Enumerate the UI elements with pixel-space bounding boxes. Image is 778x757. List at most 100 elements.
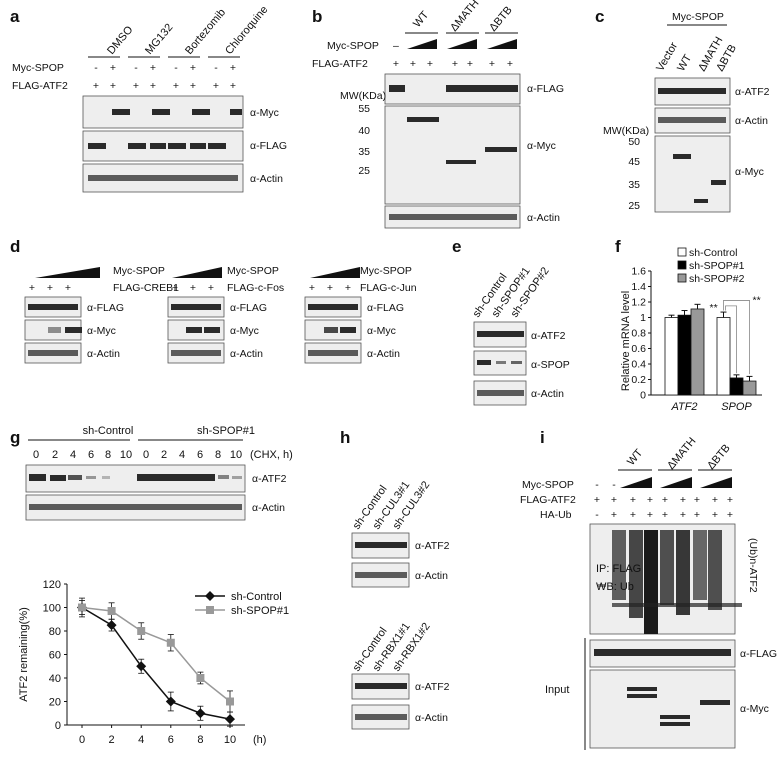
d-plus-1-1: +: [190, 282, 196, 294]
c-lane-wt: WT: [675, 52, 694, 73]
a-sign-myc-5: +: [190, 62, 196, 74]
c-mw-title: MW(KDa): [603, 125, 649, 137]
h-antibody-actin-top: α-Actin: [415, 570, 448, 582]
a-sign-flag-7: +: [230, 80, 236, 92]
g-time-1: 2: [52, 449, 58, 461]
g-point-1-3: [166, 638, 175, 647]
i-wedge-wt: [620, 477, 652, 488]
b-antibody-actin: α-Actin: [527, 212, 560, 224]
i-sign-flag-3: +: [647, 494, 653, 506]
c-mw-35: 35: [628, 179, 640, 191]
panel-i-label: i: [540, 428, 545, 447]
g-group-sh-control: sh-Control: [83, 425, 134, 437]
a-sign-myc-2: -: [134, 62, 138, 74]
i-sign-flag-6: +: [694, 494, 700, 506]
f-ytick-label-7: 1.4: [631, 281, 646, 293]
a-sign-myc-3: +: [150, 62, 156, 74]
i-wb-label: WB: Ub: [596, 581, 634, 593]
f-ytick-label-4: 0.8: [631, 328, 646, 340]
g-blot-actin: [25, 494, 246, 521]
g-legend-label-1: sh-SPOP#1: [231, 605, 289, 617]
e-antibody-atf2: α-ATF2: [531, 330, 566, 342]
d-band-myc-1-0: [186, 327, 202, 333]
a-sign-flag-5: +: [190, 80, 196, 92]
b-blot-actin: [384, 205, 521, 229]
h-blot-actin-top: [351, 562, 410, 588]
d-plus-1-0: +: [172, 282, 178, 294]
f-ytick-label-3: 0.6: [631, 343, 646, 355]
d-plus-0-2: +: [65, 282, 71, 294]
i-antibody-myc: α-Myc: [740, 703, 769, 715]
a-row-flag-atf2: FLAG-ATF2: [12, 80, 68, 92]
i-sign-flag-0: +: [594, 494, 600, 506]
panel-b-label: b: [312, 7, 322, 26]
i-row-ha-ub: HA-Ub: [540, 509, 572, 521]
g-point-1-1: [107, 607, 116, 616]
d-antibody-2-2: α-Actin: [367, 348, 400, 360]
d-top-label-1: Myc-SPOP: [227, 265, 279, 277]
f-sig-1: **: [753, 294, 761, 306]
d-plus-2-2: +: [345, 282, 351, 294]
b-sign-flag-4: +: [467, 58, 473, 70]
chart-g: 0 20 40 60 80 100 120 0 2 4 6 8 10 (h) ATF2 remaining(…: [18, 579, 289, 746]
c-blot-myc: [654, 135, 731, 213]
i-sign-flag-2: +: [630, 494, 636, 506]
b-mw-55: 55: [358, 103, 370, 115]
b-group-dmath: ΔMATH: [448, 0, 481, 34]
d-band-myc-2-1: [340, 327, 356, 333]
g-blot-atf2: [25, 464, 246, 493]
g-point-0-3: [165, 696, 176, 707]
b-row-myc-spop: Myc-SPOP: [327, 40, 379, 52]
d-band-actin-1: [171, 350, 221, 356]
c-mw-45: 45: [628, 156, 640, 168]
d-antibody-2-0: α-FLAG: [367, 302, 404, 314]
panel-d-label: d: [10, 237, 20, 256]
c-blot-actin: [654, 107, 731, 134]
d-band-myc-0-0: [48, 327, 61, 333]
d-top-label-0: Myc-SPOP: [113, 265, 165, 277]
a-treatment-bortezomib: Bortezomib: [183, 7, 228, 57]
b-blot-myc: [384, 105, 521, 205]
b-sign-flag-0: +: [393, 58, 399, 70]
d-target-label-1: FLAG-c-Fos: [227, 282, 284, 294]
g-time-9: 6: [197, 449, 203, 461]
i-ip-label: IP: FLAG: [596, 563, 641, 575]
a-sign-flag-0: +: [93, 80, 99, 92]
f-legend-label-2: sh-SPOP#2: [689, 273, 745, 285]
i-wedge-dmath: [660, 477, 692, 488]
b-mw-35: 35: [358, 146, 370, 158]
a-sign-flag-2: +: [133, 80, 139, 92]
g-legend-marker-1: [206, 606, 214, 614]
b-wedge-wt: [407, 39, 437, 49]
d-plus-0-1: +: [47, 282, 53, 294]
i-wedge-dbtb: [700, 477, 732, 488]
f-bar-0-0: [664, 317, 679, 396]
b-sign-flag-5: +: [489, 58, 495, 70]
f-ytick-label-6: 1.2: [631, 297, 646, 309]
b-sign-flag-6: +: [507, 58, 513, 70]
i-sign-haub-2: +: [630, 509, 636, 521]
g-time-2: 4: [70, 449, 76, 461]
i-sign-grid: - -+ + + + + + + + +- + + + + + + + +: [594, 479, 733, 521]
d-wedge-0: [35, 267, 100, 278]
e-antibody-spop: α-SPOP: [531, 359, 570, 371]
f-bar-0-2: [690, 308, 705, 396]
e-blot-atf2: [473, 321, 527, 348]
g-point-0-2: [136, 661, 147, 672]
d-top-label-2: Myc-SPOP: [360, 265, 412, 277]
b-antibody-myc: α-Myc: [527, 140, 556, 152]
h-blot-atf2-top: [351, 532, 410, 559]
i-group-wt: WT: [625, 447, 645, 468]
g-point-0-1: [106, 620, 117, 631]
e-blot-spop: [473, 350, 527, 376]
i-sign-flag-4: +: [662, 494, 668, 506]
b-row-flag-atf2: FLAG-ATF2: [312, 58, 368, 70]
b-sign-flag-1: +: [410, 58, 416, 70]
f-bracket-2: [725, 305, 737, 374]
a-sign-myc-4: -: [174, 62, 178, 74]
d-subpanel-2: Myc-SPOP FLAG-c-Jun + + + α-FLAG α-Myc α-Actin: [304, 265, 417, 364]
g-ytick-label-1: 20: [49, 697, 61, 709]
i-ub-label: (Ub)n-ATF2: [747, 538, 759, 593]
a-sign-flag-6: +: [213, 80, 219, 92]
a-sign-myc-1: +: [110, 62, 116, 74]
